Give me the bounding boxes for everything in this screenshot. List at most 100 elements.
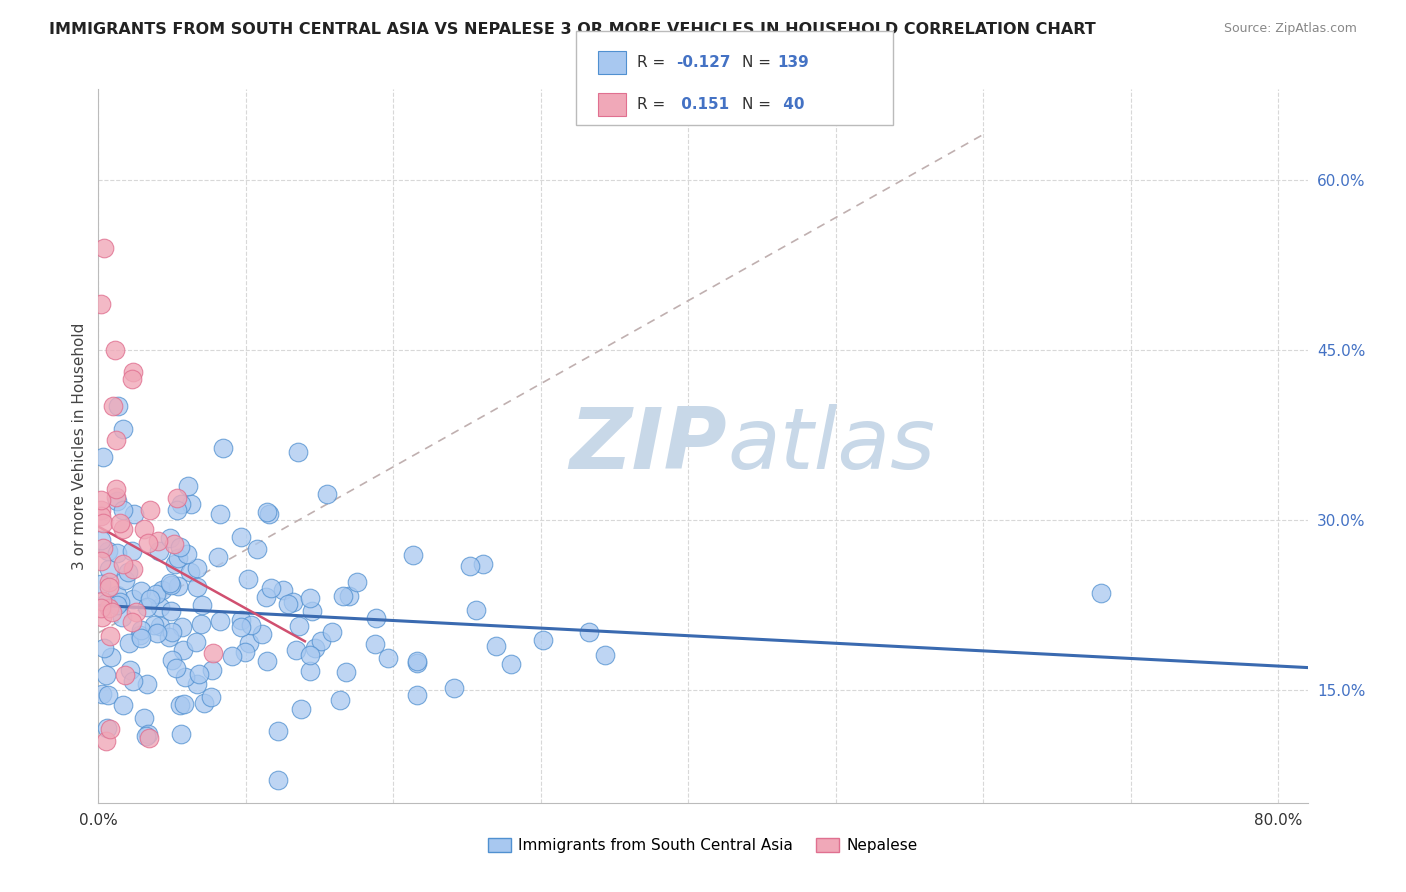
Point [1090,586,1112,600]
Point [121,615,143,629]
Point [271,583,294,598]
Point [252,627,274,641]
Point [132,522,155,536]
Point [267,724,290,739]
Point [298,648,321,662]
Point [111,610,134,624]
Point [125,606,148,620]
Point [139,503,162,517]
Point [167,551,190,566]
Point [105,494,128,508]
Point [107,400,129,414]
Point [136,676,159,690]
Point [531,632,554,647]
Point [169,698,191,712]
Point [346,575,368,590]
Point [121,365,143,379]
Text: ZIP: ZIP [569,404,727,488]
Point [186,561,208,575]
Point [160,578,183,592]
Point [97,562,120,576]
Point [172,620,194,634]
Point [165,660,187,674]
Point [105,598,128,612]
Point [90,493,112,508]
Point [170,497,193,511]
Point [97,600,120,615]
Point [90,610,112,624]
Point [122,673,145,688]
Point [135,729,157,743]
Point [443,681,465,695]
Point [167,579,190,593]
Point [159,532,181,546]
Point [229,613,252,627]
Point [90,503,112,517]
Point [111,422,134,436]
Point [173,697,195,711]
Point [402,549,425,563]
Point [254,590,277,604]
Point [166,491,188,506]
Point [122,592,145,607]
Point [120,663,142,677]
Y-axis label: 3 or more Vehicles in Household: 3 or more Vehicles in Household [72,322,87,570]
Point [112,503,135,517]
Point [211,441,233,455]
Point [90,601,112,615]
Point [190,617,212,632]
Point [337,590,360,604]
Point [121,371,143,385]
Point [287,444,309,458]
Point [104,483,127,497]
Point [177,478,200,492]
Point [578,624,600,639]
Text: -0.127: -0.127 [676,55,731,70]
Point [121,544,143,558]
Point [108,516,131,530]
Point [111,557,134,571]
Point [329,693,352,707]
Point [149,618,172,632]
Point [406,656,429,670]
Point [98,580,121,594]
Point [207,549,229,564]
Point [105,588,128,602]
Point [100,650,122,665]
Point [239,618,262,632]
Point [405,689,427,703]
Point [138,536,160,550]
Point [298,591,321,605]
Text: 40: 40 [778,97,804,112]
Point [256,655,278,669]
Point [136,600,159,615]
Point [138,731,160,745]
Point [159,605,181,619]
Point [458,558,481,573]
Point [332,589,354,603]
Point [146,534,169,549]
Point [143,618,166,632]
Point [316,487,339,501]
Point [277,597,299,611]
Text: 0.151: 0.151 [676,97,730,112]
Point [98,722,121,736]
Legend: Immigrants from South Central Asia, Nepalese: Immigrants from South Central Asia, Nepa… [482,832,924,859]
Point [98,629,121,643]
Point [108,595,131,609]
Point [170,727,193,741]
Point [129,628,152,642]
Text: N =: N = [742,55,776,70]
Point [93,241,115,255]
Text: R =: R = [637,97,671,112]
Point [132,711,155,725]
Point [93,640,115,655]
Point [122,508,145,522]
Point [118,636,141,650]
Point [231,530,253,544]
Text: Source: ZipAtlas.com: Source: ZipAtlas.com [1223,22,1357,36]
Point [221,648,243,663]
Point [160,625,183,640]
Point [186,580,208,594]
Point [159,575,181,590]
